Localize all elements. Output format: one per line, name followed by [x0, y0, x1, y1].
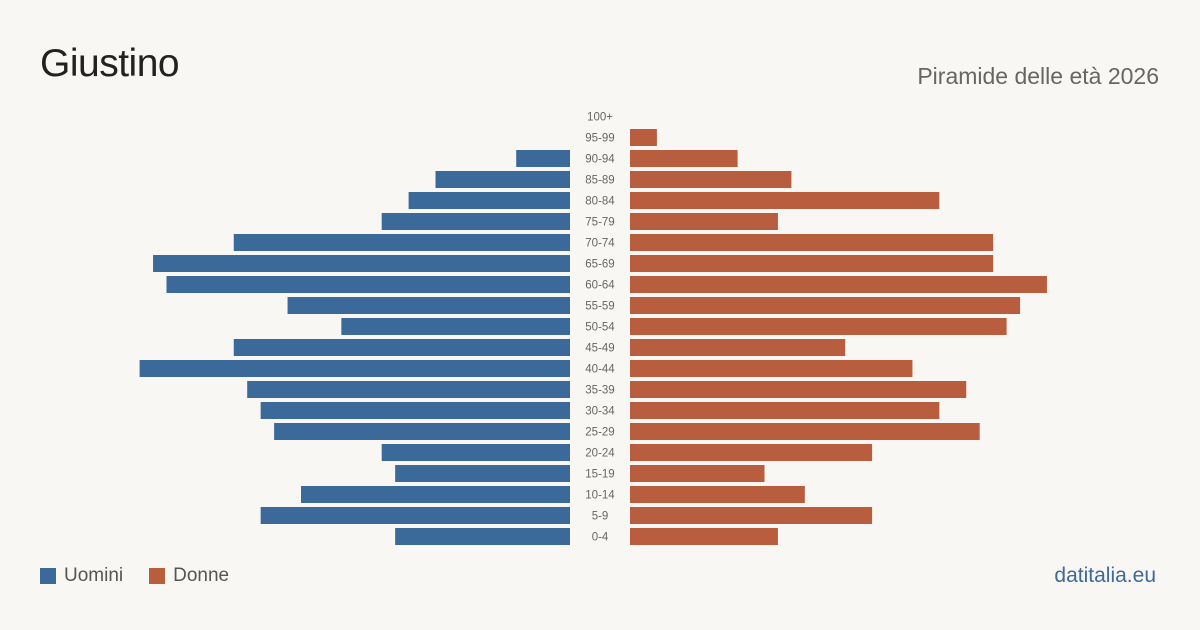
legend-label-female: Donne: [173, 565, 230, 586]
age-group-label: 70-74: [585, 238, 615, 250]
age-group-label: 5-9: [592, 511, 609, 523]
age-group-label: 95-99: [585, 133, 614, 145]
age-group-label: 45-49: [585, 343, 614, 355]
age-group-label: 20-24: [585, 448, 615, 460]
male-bar: [301, 486, 570, 503]
female-bar: [630, 528, 778, 545]
female-bar: [630, 213, 778, 230]
brand-link[interactable]: datitalia.eu: [1054, 564, 1156, 587]
age-group-label: 85-89: [585, 175, 614, 187]
female-bar: [630, 486, 805, 503]
age-group-label: 15-19: [585, 469, 614, 481]
female-bar: [630, 234, 994, 251]
female-bar: [630, 150, 738, 167]
male-bar: [435, 171, 570, 188]
legend-swatch-male: [40, 568, 56, 584]
female-bar: [630, 402, 940, 419]
female-bar: [630, 297, 1021, 314]
age-group-label: 50-54: [585, 322, 615, 334]
female-bar: [630, 276, 1047, 293]
age-group-label: 55-59: [585, 301, 614, 313]
chart-subtitle: Piramide delle età 2026: [917, 63, 1159, 89]
chart-legend: Uomini Donne: [40, 565, 255, 587]
male-bar: [408, 192, 570, 209]
male-bar: [395, 465, 570, 482]
age-group-label: 25-29: [585, 427, 614, 439]
age-group-label: 100+: [587, 112, 613, 124]
age-group-label: 80-84: [585, 196, 615, 208]
male-bar: [341, 318, 570, 335]
age-group-label: 75-79: [585, 217, 614, 229]
female-bar: [630, 171, 792, 188]
female-bar: [630, 507, 873, 524]
male-bar: [233, 234, 570, 251]
female-bar: [630, 423, 980, 440]
male-bar: [139, 360, 570, 377]
legend-item-female: Donne: [149, 565, 229, 587]
age-group-label: 10-14: [585, 490, 615, 502]
male-bar: [395, 528, 570, 545]
age-group-label: 65-69: [585, 259, 614, 271]
female-bar: [630, 444, 873, 461]
male-bar: [381, 213, 570, 230]
female-bar: [630, 192, 940, 209]
age-group-label: 0-4: [592, 532, 609, 544]
female-bar: [630, 465, 765, 482]
male-bar: [166, 276, 570, 293]
male-bar: [381, 444, 570, 461]
legend-item-male: Uomini: [40, 565, 123, 587]
male-bar: [260, 507, 570, 524]
female-bar: [630, 381, 967, 398]
female-bar: [630, 129, 657, 146]
female-bar: [630, 318, 1007, 335]
legend-swatch-female: [149, 568, 166, 584]
male-bar: [247, 381, 570, 398]
age-group-label: 40-44: [585, 364, 615, 376]
page-title: Giustino: [40, 42, 180, 85]
male-bar: [274, 423, 570, 440]
age-group-label: 30-34: [585, 406, 615, 418]
age-group-label: 60-64: [585, 280, 615, 292]
female-bar: [630, 339, 846, 356]
female-bar: [630, 255, 994, 272]
male-bar: [260, 402, 570, 419]
male-bar: [153, 255, 571, 272]
female-bar: [630, 360, 913, 377]
legend-label-male: Uomini: [64, 565, 124, 586]
age-group-label: 90-94: [585, 154, 615, 166]
age-group-label: 35-39: [585, 385, 614, 397]
male-bar: [233, 339, 570, 356]
male-bar: [287, 297, 570, 314]
male-bar: [516, 150, 570, 167]
